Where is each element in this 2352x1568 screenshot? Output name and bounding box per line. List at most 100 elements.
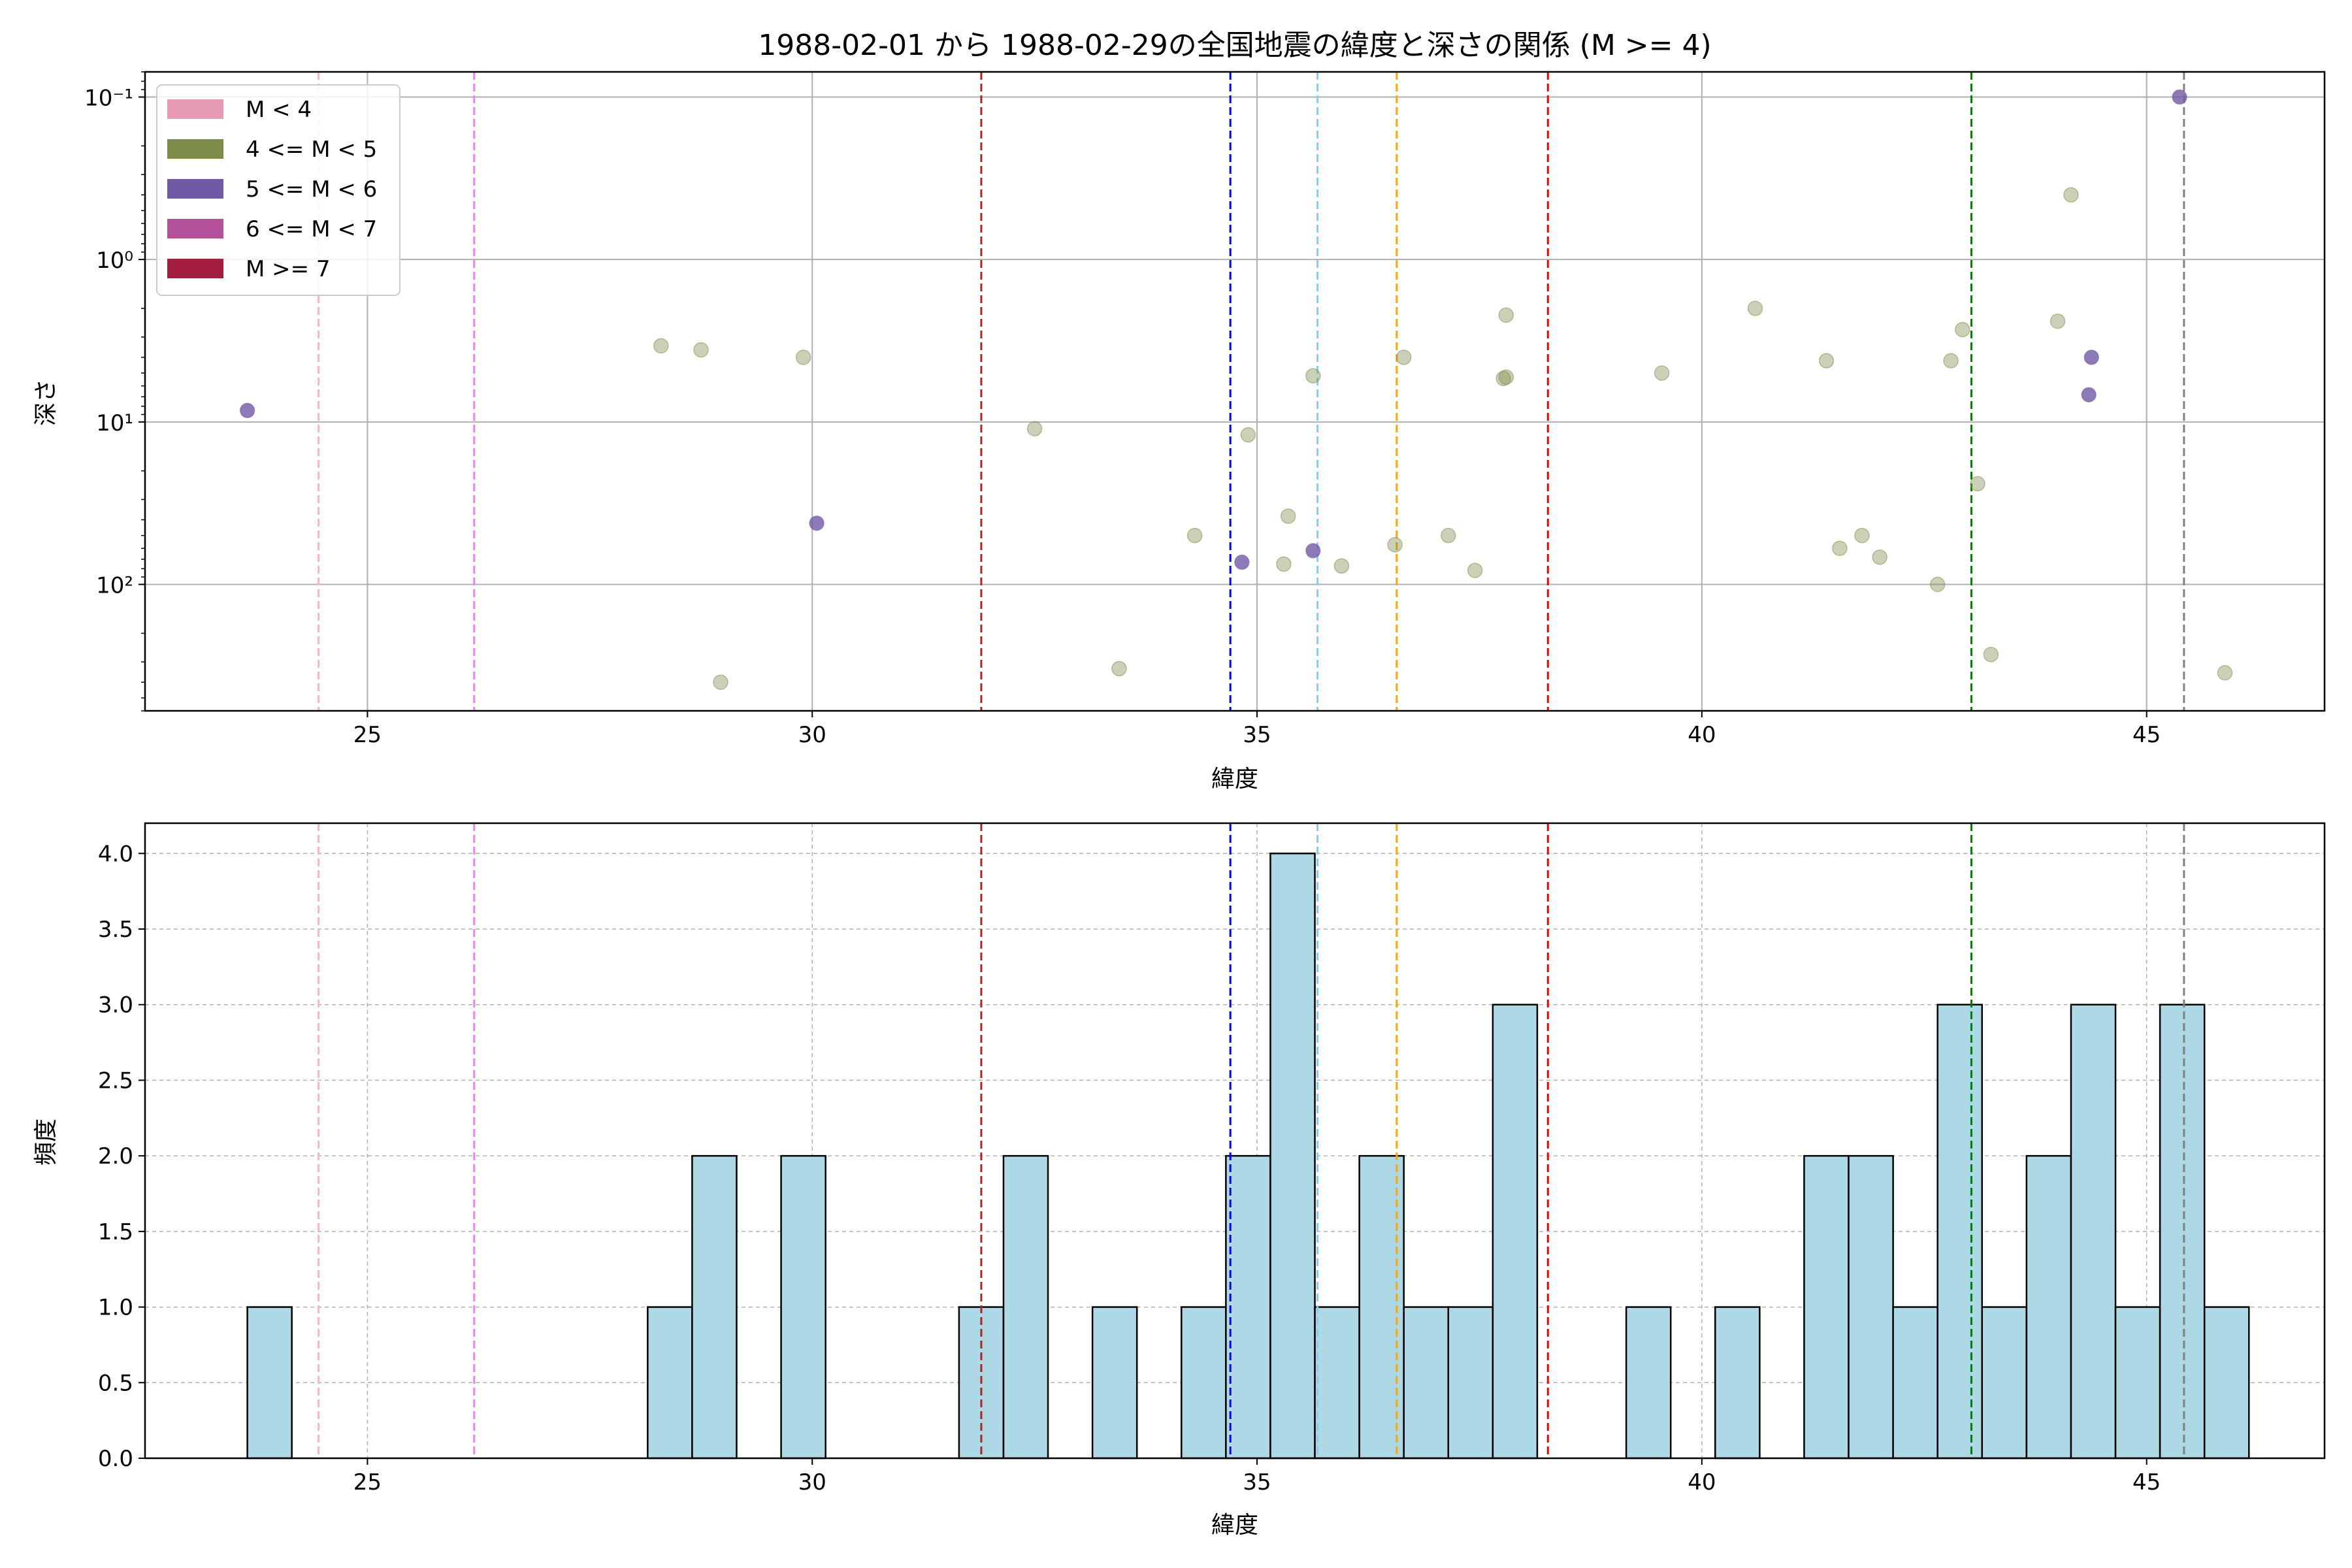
scatter-point [1818,353,1835,368]
scatter-point [2050,313,2066,329]
scatter-point [1026,421,1043,436]
scatter-xtick-label: 25 [353,722,382,748]
scatter-point [1854,527,1870,544]
scatter-point [1498,369,1514,385]
scatter-point [1654,365,1670,381]
histogram-bar [1714,1306,1761,1460]
histogram-ylabel: 頻度 [33,1119,59,1166]
scatter-point [1111,661,1127,677]
scatter-point [1467,563,1483,578]
histogram-ytick-label: 1.0 [98,1295,133,1321]
histogram-bar [647,1306,693,1460]
scatter-ylabel: 深さ [33,379,59,426]
histogram-ytick-label: 3.5 [98,917,133,943]
legend-swatch [167,139,223,159]
scatter-point [795,350,811,365]
histogram-xtick-label: 30 [798,1469,826,1495]
histogram-xlabel: 緯度 [1211,1512,1258,1539]
scatter-point [239,402,255,419]
scatter-point [1333,558,1350,574]
histogram-bar [1492,1004,1539,1460]
histogram-bar [1936,1004,1984,1460]
scatter-xtick-label: 40 [1688,722,1716,748]
histogram-bar [1314,1306,1360,1460]
scatter-point [1276,556,1292,572]
histogram-bar [1002,1154,1049,1460]
scatter-ytick-label: 10² [96,573,133,599]
histogram-bar [1181,1306,1227,1460]
histogram-bar [1625,1306,1672,1460]
scatter-point [1305,543,1321,559]
scatter-point [2081,387,2097,402]
histogram-bar [246,1306,293,1460]
scatter-xtick-label: 30 [798,722,826,748]
histogram-ytick-label: 0.0 [98,1446,133,1472]
scatter-point [1240,427,1256,443]
legend-swatch [167,99,223,119]
scatter-point [2083,350,2100,365]
scatter-point [1387,537,1403,553]
scatter-panel: 緯度 深さ 25 30 35 40 45 10⁻¹ 10⁰ 10¹ 10² M < 4 4 <= M… [33,71,2326,792]
histogram-bar [2159,1004,2206,1460]
scatter-point [1498,307,1514,323]
scatter-point [1234,554,1250,570]
scatter-point [2063,187,2079,203]
histogram-ytick-label: 2.5 [98,1068,133,1094]
histogram-bar [1981,1306,2028,1460]
histogram-bar [1225,1154,1271,1460]
scatter-axes-frame [144,71,2326,712]
scatter-point [653,338,669,354]
histogram-ytick-label: 0.5 [98,1370,133,1396]
legend-label: M < 4 [246,97,312,123]
scatter-point [713,674,728,690]
histogram-bar [691,1154,738,1460]
scatter-point [1872,549,1887,565]
scatter-point [1186,527,1203,544]
legend-swatch [167,179,223,199]
scatter-point [1441,527,1456,544]
histogram-bar [2203,1306,2250,1460]
scatter-point [1280,508,1296,524]
scatter-point [1495,370,1511,387]
scatter-xlabel: 緯度 [1211,766,1258,792]
scatter-ytick-label: 10⁻¹ [84,86,133,112]
histogram-xtick-label: 25 [353,1469,382,1495]
scatter-ytick-label: 10⁰ [96,248,133,274]
scatter-point [1396,350,1412,365]
histogram-xtick-label: 35 [1243,1469,1271,1495]
scatter-point [1955,321,1970,338]
scatter-point [1929,576,1946,593]
scatter-xtick-label: 35 [1243,722,1271,748]
histogram-bar [1091,1306,1138,1460]
scatter-point [1305,368,1321,384]
scatter-point [2172,89,2187,105]
histogram-ytick-label: 3.0 [98,992,133,1019]
histogram-bar [1447,1306,1494,1460]
legend-label: 4 <= M < 5 [246,137,377,163]
histogram-bar [1269,853,1316,1460]
scatter-point [2217,665,2233,681]
histogram-bar [780,1154,826,1460]
histogram-xtick-label: 40 [1688,1469,1716,1495]
histogram-bar [1803,1154,1850,1460]
histogram-panel: 緯度 頻度 25 30 35 40 45 0.0 0.5 1.0 1.5 2.0 2.5 3.0 3.5… [33,822,2326,1539]
histogram-ytick-label: 4.0 [98,841,133,867]
histogram-bar [1403,1306,1450,1460]
scatter-point [1970,476,1985,492]
scatter-legend: M < 4 4 <= M < 5 5 <= M < 6 6 <= M < 7 M >= … [156,84,400,296]
histogram-ytick-label: 2.0 [98,1143,133,1169]
legend-label: 5 <= M < 6 [246,176,377,203]
legend-swatch [167,259,223,278]
scatter-point [1983,647,1999,662]
scatter-point [693,342,709,358]
legend-label: 6 <= M < 7 [246,216,377,242]
histogram-ytick-label: 1.5 [98,1219,133,1245]
legend-frame [156,84,400,296]
histogram-xtick-label: 45 [2132,1469,2161,1495]
histogram-bar [2025,1154,2072,1460]
scatter-point [1943,353,1959,368]
scatter-point [1832,540,1848,557]
histogram-axes-frame [144,822,2326,1460]
scatter-point [1747,301,1763,316]
